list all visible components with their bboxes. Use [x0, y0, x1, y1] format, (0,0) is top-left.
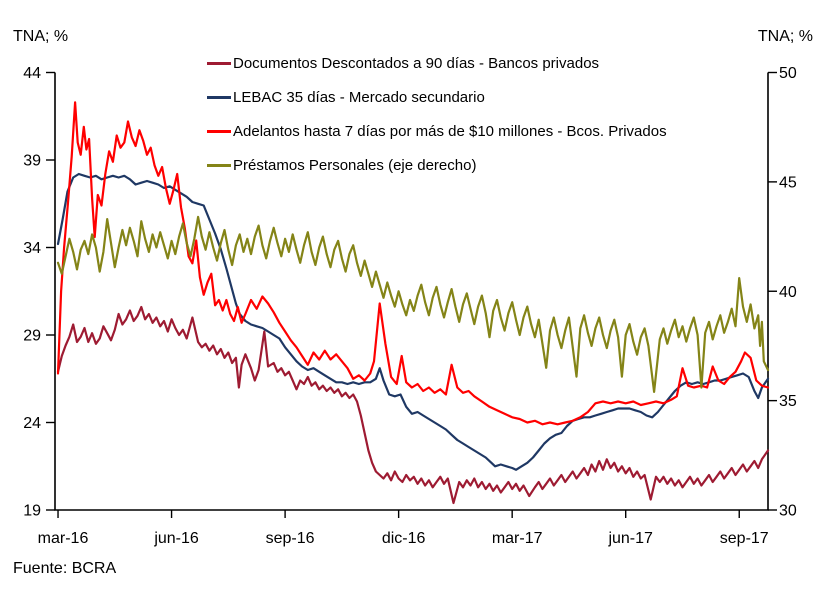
legend-item-label: Documentos Descontados a 90 días - Banco…	[233, 54, 600, 72]
x-axis-tick-label: sep-16	[266, 530, 315, 547]
left-axis-title: TNA; %	[13, 28, 69, 45]
legend-item: LEBAC 35 días - Mercado secundario	[207, 80, 667, 114]
right-axis-tick-label: 40	[779, 284, 797, 301]
source-note: Fuente: BCRA	[13, 560, 117, 577]
x-axis-tick-label: dic-16	[382, 530, 426, 547]
series-line-adelantos	[56, 101, 770, 426]
legend-item: Adelantos hasta 7 días por más de $10 mi…	[207, 114, 667, 148]
right-axis-tick-label: 50	[779, 65, 797, 82]
right-axis-tick-label: 35	[779, 393, 797, 410]
series-line-prestamos	[56, 215, 770, 393]
left-axis-tick-label: 44	[23, 65, 41, 82]
legend-line-swatch	[207, 61, 231, 65]
right-axis-tick-label: 30	[779, 503, 797, 520]
legend-item: Documentos Descontados a 90 días - Banco…	[207, 46, 667, 80]
legend-item: Préstamos Personales (eje derecho)	[207, 148, 667, 182]
left-axis-tick-label: 19	[23, 503, 41, 520]
right-axis-title: TNA; %	[757, 28, 813, 45]
series-line-lebac	[56, 172, 770, 471]
x-axis-tick-label: mar-16	[38, 530, 89, 547]
legend-line-swatch	[207, 163, 231, 167]
left-axis-tick-label: 39	[23, 153, 41, 170]
right-axis-tick-label: 45	[779, 174, 797, 191]
x-axis-tick-label: mar-17	[492, 530, 543, 547]
legend-item-label: Adelantos hasta 7 días por más de $10 mi…	[233, 122, 667, 140]
x-axis-tick-label: sep-17	[720, 530, 769, 547]
x-axis-tick-label: jun-16	[153, 530, 199, 547]
legend-item-label: LEBAC 35 días - Mercado secundario	[233, 88, 485, 106]
left-axis-tick-label: 34	[23, 240, 41, 257]
legend-item-label: Préstamos Personales (eje derecho)	[233, 156, 477, 174]
legend-line-swatch	[207, 129, 231, 133]
left-axis-tick-label: 24	[23, 415, 41, 432]
left-axis-tick-label: 29	[23, 328, 41, 345]
legend: Documentos Descontados a 90 días - Banco…	[207, 46, 667, 182]
x-axis-tick-label: jun-17	[607, 530, 653, 547]
legend-line-swatch	[207, 95, 231, 99]
series-line-documentos	[56, 305, 770, 505]
